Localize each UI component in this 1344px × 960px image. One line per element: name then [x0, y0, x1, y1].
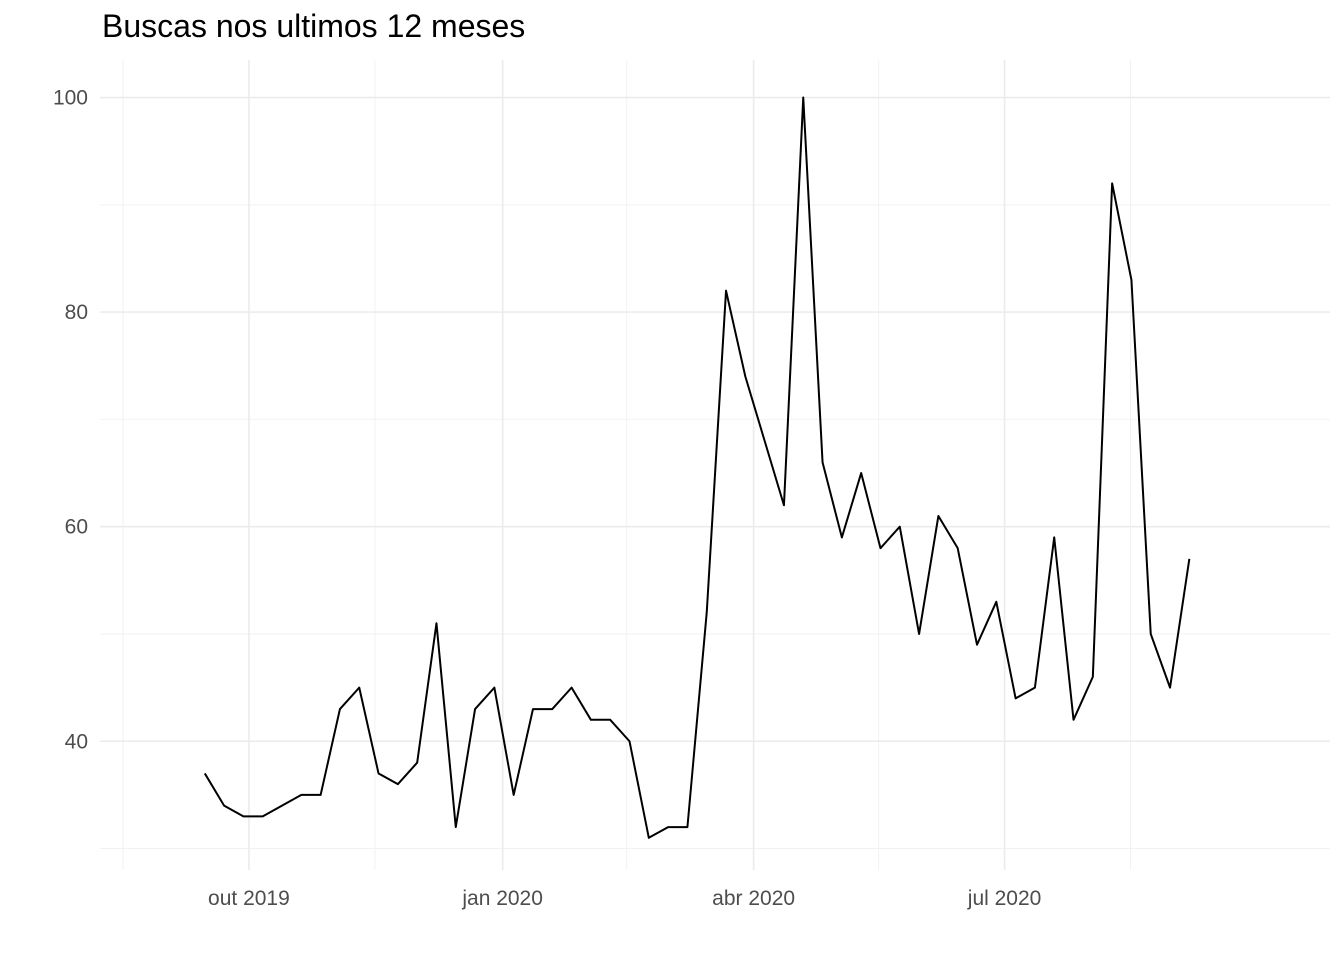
series-layer — [203, 96, 1191, 839]
x-tick-label: jul 2020 — [967, 887, 1042, 910]
y-tick-label: 40 — [65, 730, 88, 753]
x-tick-label: out 2019 — [208, 887, 290, 910]
axis-tick-labels: 40 60 80 100 out 2019 jan 2020 abr 2020 jul 202… — [53, 87, 1041, 910]
chart-title: Buscas nos ultimos 12 meses — [102, 8, 526, 44]
y-tick-label: 80 — [65, 301, 88, 324]
series-line — [203, 96, 1191, 839]
y-tick-label: 60 — [65, 516, 88, 539]
grid-lines — [100, 60, 1330, 870]
x-tick-label: jan 2020 — [461, 887, 543, 910]
x-tick-label: abr 2020 — [712, 887, 795, 910]
y-tick-label: 100 — [53, 87, 88, 110]
